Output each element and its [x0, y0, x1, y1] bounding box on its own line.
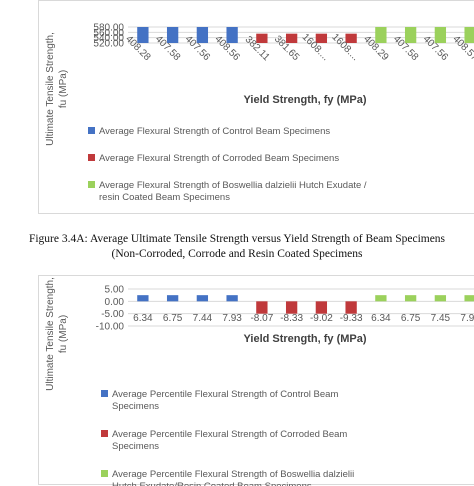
- x-tick-label: 7.93: [222, 313, 242, 324]
- bar: [345, 33, 357, 43]
- legend-label: Average Percentile Flexural Strength of …: [112, 429, 347, 440]
- x-tick-label: 6.75: [401, 313, 421, 324]
- y-axis-label: Ultimate Tensile Strength, fu (MPa): [45, 277, 69, 391]
- legend-label: Hutch Exudate/Resin Coated Beam Specimen…: [112, 481, 312, 486]
- caption-line-1: Figure 3.4A: Average Ultimate Tensile St…: [28, 233, 446, 245]
- bar: [315, 301, 328, 314]
- bar: [434, 27, 447, 43]
- legend-swatch: [88, 181, 95, 188]
- bar: [166, 27, 179, 43]
- y-tick-label: -10.00: [96, 322, 125, 333]
- legend-label: Average Flexural Strength of Control Bea…: [99, 126, 330, 137]
- bar: [196, 295, 209, 302]
- x-tick-label: 7.93: [460, 313, 474, 324]
- y-tick-label: 560.00: [93, 28, 124, 39]
- y-tick-label: 580.00: [93, 23, 124, 34]
- x-tick-label: -8.33: [280, 313, 303, 324]
- y-tick-label: 0.00: [105, 297, 125, 308]
- y-tick-label: -5.00: [101, 309, 124, 320]
- legend-swatch: [101, 430, 108, 437]
- y-axis-label-line: Ultimate Tensile Strength,: [45, 32, 56, 146]
- chart-top-panel: Ultimate Tensile Strength, fu (MPa) 580.00…: [38, 0, 474, 214]
- x-tick-label: 6.75: [163, 313, 183, 324]
- bar: [345, 301, 357, 314]
- bar: [256, 33, 268, 43]
- chart-bottom: Ultimate Tensile Strength, fu (MPa) 5.000.…: [45, 277, 474, 486]
- bar: [375, 295, 387, 302]
- x-axis-title: Yield Strength, fy (MPa): [243, 333, 366, 345]
- bar: [196, 27, 209, 43]
- x-tick-label: -9.02: [310, 313, 333, 324]
- legend-label: Specimens: [112, 401, 159, 412]
- x-tick-label: 6.34: [133, 313, 153, 324]
- x-tick-label: 7.45: [431, 313, 451, 324]
- bar: [404, 27, 417, 43]
- bar: [137, 27, 149, 43]
- x-tick-label: 7.44: [193, 313, 213, 324]
- x-axis-title: Yield Strength, fy (MPa): [243, 94, 366, 106]
- legend-label: Specimens: [112, 441, 159, 452]
- bar: [137, 295, 149, 302]
- y-tick-label: 5.00: [105, 285, 125, 296]
- legend-label: Average Percentile Flexural Strength of …: [112, 389, 338, 400]
- x-tick-label: -9.33: [340, 313, 363, 324]
- bar: [285, 301, 298, 314]
- x-tick-label: 6.34: [371, 313, 391, 324]
- bar: [226, 295, 238, 302]
- y-axis-label-line: Ultimate Tensile Strength,: [45, 277, 56, 391]
- bar: [166, 295, 179, 302]
- legend-swatch: [88, 127, 95, 134]
- y-axis-label-line: fu (MPa): [58, 70, 69, 108]
- caption-line-2: (Non-Corroded, Corrode and Resin Coated …: [111, 248, 363, 260]
- y-axis-label-line: fu (MPa): [58, 315, 69, 353]
- legend-swatch: [101, 390, 108, 397]
- bar: [375, 27, 387, 43]
- legend-label: Average Flexural Strength of Boswellia d…: [99, 180, 367, 191]
- bar: [434, 295, 447, 302]
- y-tick-label: 540.00: [93, 33, 124, 44]
- y-axis-label: Ultimate Tensile Strength, fu (MPa): [45, 32, 69, 146]
- bar: [464, 295, 474, 302]
- legend-swatch: [101, 470, 108, 477]
- x-tick-label: -8.07: [250, 313, 273, 324]
- bar: [464, 27, 474, 43]
- bar: [404, 295, 417, 302]
- figure-caption: Figure 3.4A: Average Ultimate Tensile St…: [0, 232, 474, 262]
- chart-top: Ultimate Tensile Strength, fu (MPa) 580.00…: [45, 23, 474, 203]
- y-tick-label: 520.00: [93, 39, 124, 50]
- bar: [256, 301, 268, 314]
- bar: [315, 33, 328, 43]
- bar: [285, 33, 298, 43]
- legend-label: Average Percentile Flexural Strength of …: [112, 469, 354, 480]
- bar: [226, 27, 238, 43]
- legend-swatch: [88, 154, 95, 161]
- legend-label: resin Coated Beam Specimens: [99, 192, 230, 203]
- legend-label: Average Flexural Strength of Corroded Be…: [99, 153, 339, 164]
- chart-bottom-panel: Ultimate Tensile Strength, fu (MPa) 5.00 0.…: [38, 275, 474, 486]
